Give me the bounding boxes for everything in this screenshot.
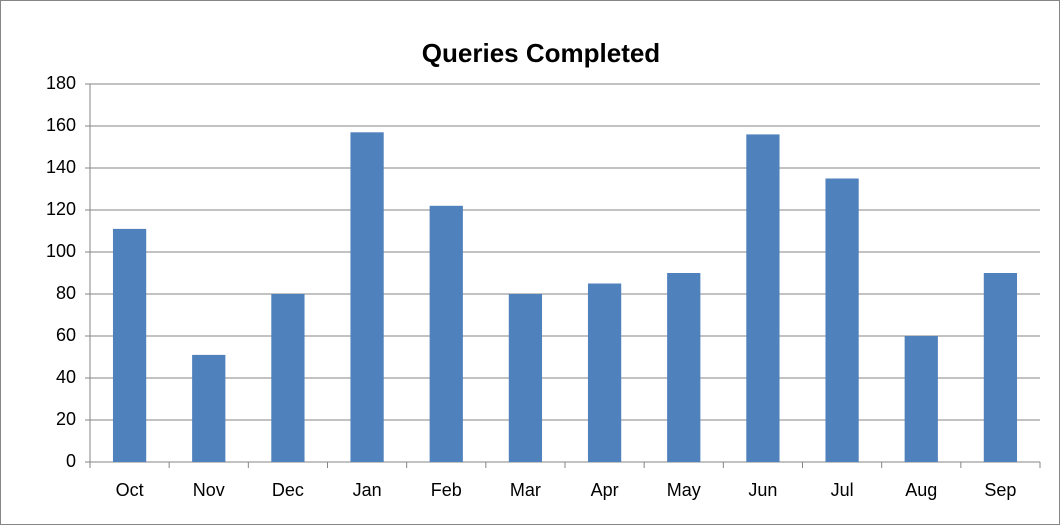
x-tick-label: Aug [905,480,937,500]
x-tick-label: May [667,480,701,500]
bar [983,273,1018,462]
y-tick-label: 40 [56,367,76,387]
bar [746,134,780,462]
bar [112,228,147,462]
bar [350,132,384,463]
y-tick-label: 0 [66,451,76,471]
bar [508,294,543,462]
x-tick-label: Mar [510,480,541,500]
y-tick-label: 160 [46,115,76,135]
bar [271,294,305,462]
bar [429,205,463,463]
y-tick-label: 20 [56,409,76,429]
x-tick-label: Nov [193,480,225,500]
y-tick-label: 100 [46,241,76,261]
bar [667,273,701,462]
y-tick-label: 60 [56,325,76,345]
bar [904,336,938,462]
x-tick-label: Apr [591,480,619,500]
x-tick-label: Dec [272,480,304,500]
y-tick-label: 140 [46,157,76,177]
x-tick-label: Jul [831,480,854,500]
x-tick-label: Oct [116,480,144,500]
x-tick-label: Sep [984,480,1016,500]
bar [825,178,859,462]
y-tick-label: 80 [56,283,76,303]
x-tick-label: Jun [748,480,777,500]
y-tick-label: 120 [46,199,76,219]
y-tick-label: 180 [46,73,76,93]
x-tick-label: Jan [353,480,382,500]
chart-title: Queries Completed [422,38,660,68]
bar [587,283,622,462]
bar [192,354,226,462]
x-tick-label: Feb [431,480,462,500]
